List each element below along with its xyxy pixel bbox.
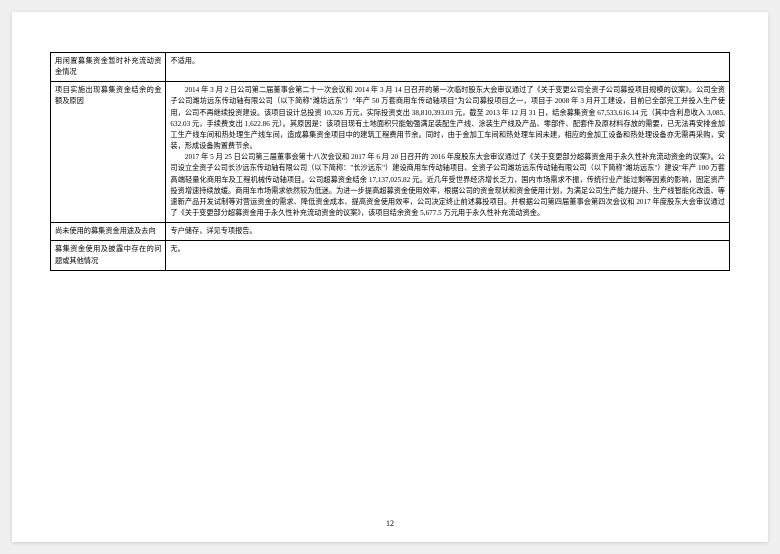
row-content: 无。 xyxy=(166,241,730,270)
page-number: 12 xyxy=(12,519,768,528)
row-label: 尚未使用的募集资金用途及去向 xyxy=(51,223,166,241)
fund-usage-table: 用闲置募集资金暂时补充流动资金情况 不适用。 项目实施出现募集资金结余的金额及原… xyxy=(50,52,730,271)
table-row: 尚未使用的募集资金用途及去向 专户储存，详见专项报告。 xyxy=(51,223,730,241)
row-label: 项目实施出现募集资金结余的金额及原因 xyxy=(51,82,166,223)
document-page: 用闲置募集资金暂时补充流动资金情况 不适用。 项目实施出现募集资金结余的金额及原… xyxy=(12,12,768,542)
row-content: 不适用。 xyxy=(166,53,730,82)
table-row: 用闲置募集资金暂时补充流动资金情况 不适用。 xyxy=(51,53,730,82)
row-label: 用闲置募集资金暂时补充流动资金情况 xyxy=(51,53,166,82)
table-row: 项目实施出现募集资金结余的金额及原因 2014 年 3 月 2 日公司第二届董事… xyxy=(51,82,730,223)
row-content: 专户储存，详见专项报告。 xyxy=(166,223,730,241)
row-content: 2014 年 3 月 2 日公司第二届董事会第二十一次会议和 2014 年 3 … xyxy=(166,82,730,223)
row-label: 募集资金使用及披露中存在的问题或其他情况 xyxy=(51,241,166,270)
table-row: 募集资金使用及披露中存在的问题或其他情况 无。 xyxy=(51,241,730,270)
